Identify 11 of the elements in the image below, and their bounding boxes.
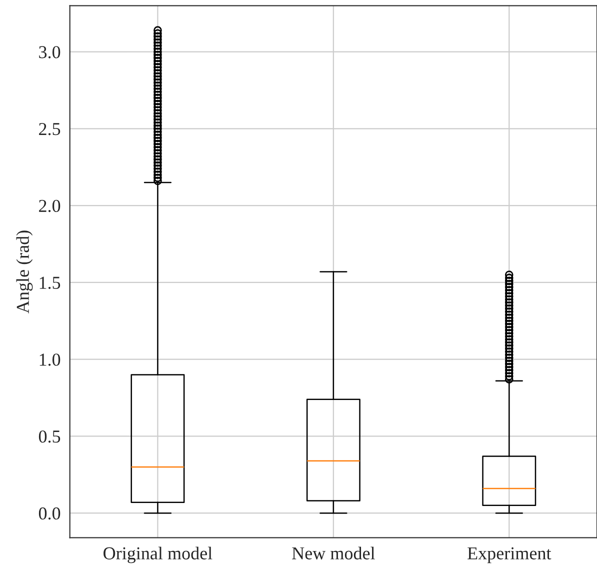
y-tick-label: 3.0 [39, 46, 60, 58]
y-axis-title: Angle (rad) [16, 230, 33, 314]
x-tick-label: New model [292, 546, 375, 560]
y-tick-label: 1.5 [40, 276, 60, 289]
y-tick-label: 2.0 [39, 200, 60, 212]
y-tick-label: 0.0 [38, 507, 60, 520]
y-tick-label: 0.5 [38, 430, 60, 443]
x-tick-label: Experiment [468, 547, 552, 564]
y-tick-label: 2.5 [39, 123, 60, 136]
x-tick-label: Original model [104, 546, 212, 564]
y-tick-label: 1.0 [40, 354, 60, 366]
